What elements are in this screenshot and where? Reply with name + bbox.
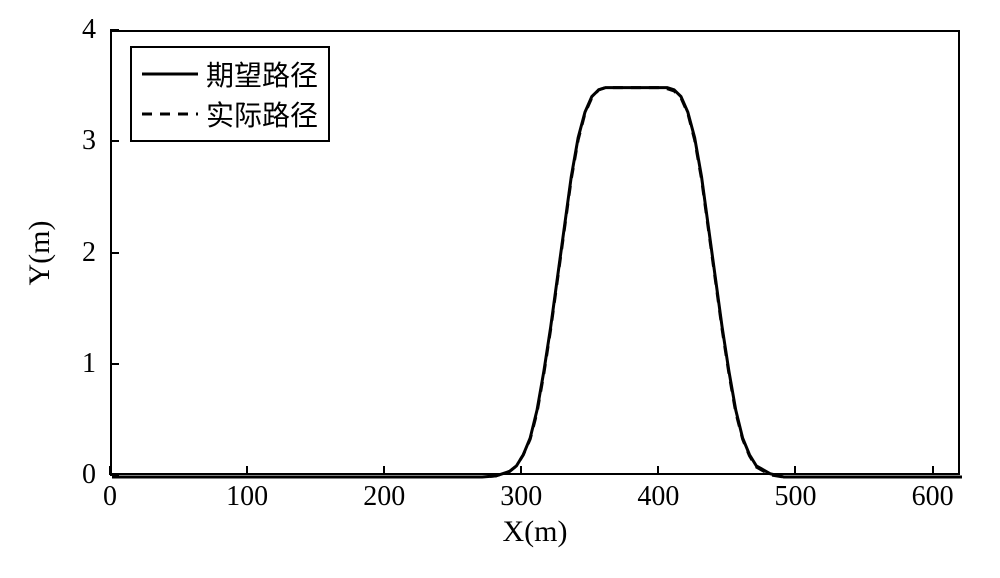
x-tick — [932, 466, 934, 475]
legend-item-expected: 期望路径 — [142, 54, 318, 94]
legend-label-expected: 期望路径 — [206, 54, 318, 94]
legend-swatch-actual — [142, 104, 198, 124]
series-actual-path — [112, 88, 962, 477]
x-tick — [383, 466, 385, 475]
y-tick-label: 3 — [82, 125, 96, 157]
canvas: 期望路径 实际路径 Y(m) X(m) 0 100 200 300 400 500 600 0… — [0, 0, 1000, 578]
legend-label-actual: 实际路径 — [206, 94, 318, 134]
y-tick-label: 0 — [82, 459, 96, 491]
x-axis-label: X(m) — [503, 515, 568, 549]
y-axis-label: Y(m) — [23, 220, 57, 285]
legend: 期望路径 实际路径 — [130, 46, 330, 142]
y-tick — [110, 252, 119, 254]
y-tick — [110, 474, 119, 476]
y-tick — [110, 363, 119, 365]
y-tick — [110, 29, 119, 31]
x-tick — [246, 466, 248, 475]
x-tick-label: 500 — [774, 481, 816, 513]
legend-swatch-expected — [142, 64, 198, 84]
x-tick-label: 200 — [363, 481, 405, 513]
y-tick-label: 2 — [82, 237, 96, 269]
series-expected-path — [112, 88, 962, 477]
y-tick-label: 4 — [82, 14, 96, 46]
x-tick-label: 0 — [103, 481, 117, 513]
y-tick-label: 1 — [82, 348, 96, 380]
x-tick-label: 400 — [637, 481, 679, 513]
x-tick-label: 300 — [500, 481, 542, 513]
y-tick — [110, 140, 119, 142]
x-tick — [794, 466, 796, 475]
x-tick — [657, 466, 659, 475]
legend-item-actual: 实际路径 — [142, 94, 318, 134]
x-tick-label: 600 — [912, 481, 954, 513]
x-tick — [520, 466, 522, 475]
x-tick-label: 100 — [226, 481, 268, 513]
